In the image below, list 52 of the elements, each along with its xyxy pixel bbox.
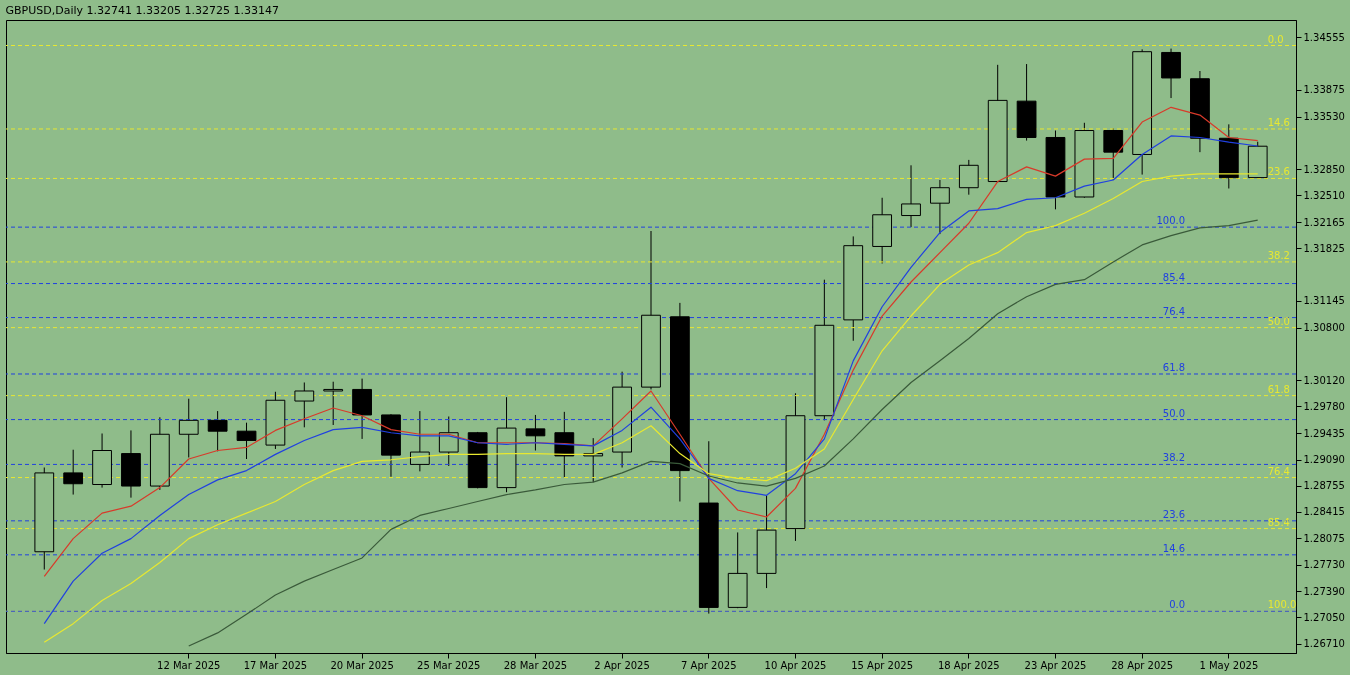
x-tick-label: 17 Mar 2025 <box>243 659 308 671</box>
y-tick-label: 1.28755 <box>1303 480 1345 492</box>
x-tick-label: 25 Mar 2025 <box>417 659 481 671</box>
y-tick-label: 1.26710 <box>1303 638 1345 650</box>
y-tick-label: 1.31145 <box>1303 295 1345 307</box>
x-tick-label: 2 Apr 2025 <box>594 659 650 671</box>
y-tick-label: 1.28415 <box>1303 506 1345 518</box>
x-tick-label: 23 Apr 2025 <box>1024 659 1087 671</box>
x-tick-label: 1 May 2025 <box>1199 659 1259 671</box>
y-tick-label: 1.32510 <box>1303 189 1345 201</box>
annotation: 38.2 <box>1267 249 1290 261</box>
y-tick-label: 1.30120 <box>1303 374 1345 386</box>
annotation: 50.0 <box>1267 315 1290 327</box>
annotation: 50.0 <box>1162 407 1186 419</box>
x-tick-label: 28 Apr 2025 <box>1111 659 1174 671</box>
annotation: 0.0 <box>1169 599 1186 611</box>
y-tick-label: 1.27050 <box>1303 611 1345 623</box>
x-tick-label: 12 Mar 2025 <box>157 659 221 671</box>
annotation: 100.0 <box>1156 215 1186 227</box>
y-tick-label: 1.29780 <box>1303 400 1345 412</box>
y-tick-label: 1.32165 <box>1303 216 1345 228</box>
y-tick-label: 1.30800 <box>1303 322 1345 334</box>
annotation: 85.4 <box>1267 516 1290 528</box>
x-tick-label: 18 Apr 2025 <box>937 659 1000 671</box>
y-tick-label: 1.29090 <box>1303 454 1345 466</box>
annotation: 14.6 <box>1162 542 1186 554</box>
annotation: 38.2 <box>1162 452 1186 464</box>
annotation: 23.6 <box>1267 166 1290 178</box>
y-tick-label: 1.27390 <box>1303 585 1345 597</box>
y-tick-label: 1.33530 <box>1303 111 1345 123</box>
y-tick-label: 1.32850 <box>1303 163 1345 175</box>
annotation: 14.6 <box>1267 116 1290 128</box>
chart-title: GBPUSD,Daily 1.32741 1.33205 1.32725 1.33147 <box>5 4 279 17</box>
y-tick-label: 1.27730 <box>1303 559 1345 571</box>
y-tick-label: 1.31825 <box>1303 242 1345 254</box>
x-tick-label: 28 Mar 2025 <box>503 659 568 671</box>
y-tick-label: 1.28075 <box>1303 532 1345 544</box>
annotation: 0.0 <box>1267 33 1284 45</box>
annotation: 76.4 <box>1162 305 1186 317</box>
annotation: 100.0 <box>1267 599 1297 611</box>
annotation: 76.4 <box>1267 465 1290 477</box>
y-tick-label: 1.33875 <box>1303 84 1345 96</box>
y-tick-label: 1.29435 <box>1303 427 1345 439</box>
annotation: 61.8 <box>1267 383 1290 395</box>
annotation: 85.4 <box>1162 271 1186 283</box>
x-tick-label: 20 Mar 2025 <box>330 659 394 671</box>
x-tick-label: 15 Apr 2025 <box>851 659 914 671</box>
y-tick-label: 1.34555 <box>1303 31 1345 43</box>
x-tick-label: 10 Apr 2025 <box>764 659 827 671</box>
annotation: 23.6 <box>1162 508 1186 520</box>
annotation: 61.8 <box>1162 361 1186 373</box>
x-tick-label: 7 Apr 2025 <box>681 659 737 671</box>
